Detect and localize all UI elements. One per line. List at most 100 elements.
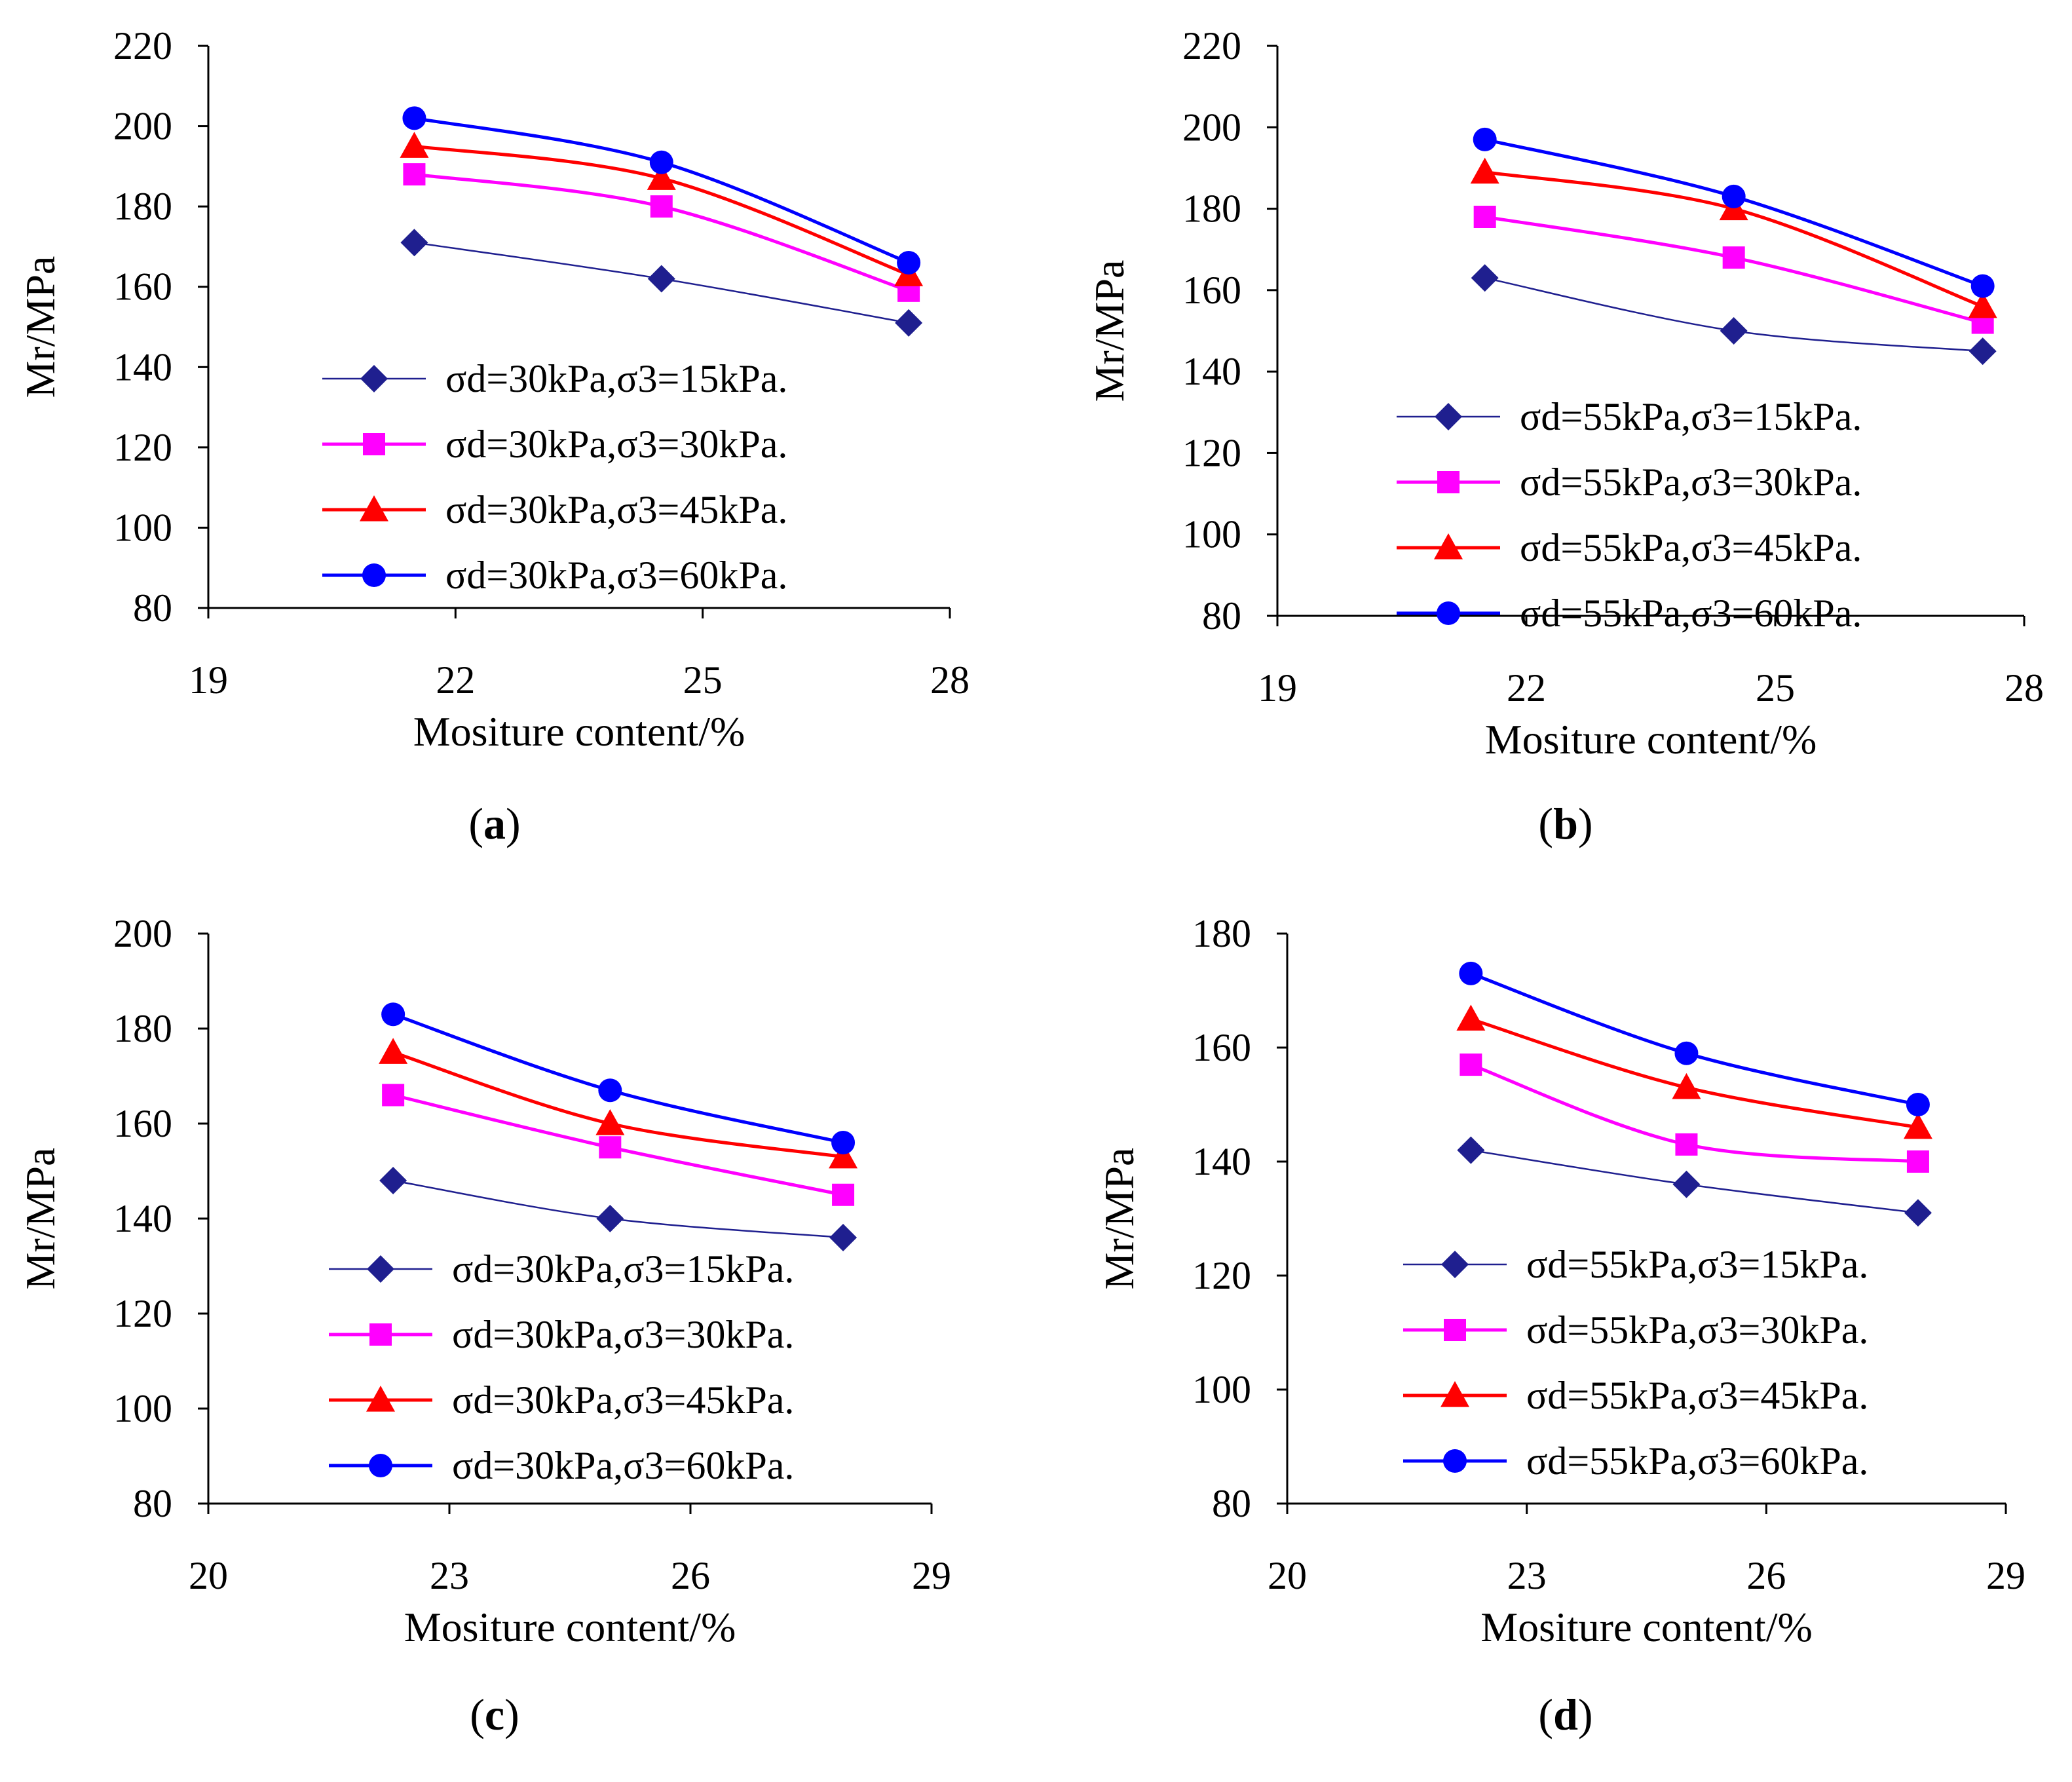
- legend-label-s15: σd=30kPa,σ3=15kPa.: [452, 1247, 794, 1291]
- panel-label: (b): [1538, 799, 1592, 848]
- data-point-s15: [596, 1205, 624, 1232]
- y-tick-label: 120: [113, 426, 172, 469]
- legend-label-s45: σd=30kPa,σ3=45kPa.: [445, 488, 787, 531]
- y-tick-label: 180: [113, 1007, 172, 1050]
- data-point-s60: [1674, 1041, 1699, 1065]
- x-tick-label: 23: [430, 1554, 469, 1597]
- chart-panel-d: 80 100 120 140 160 180 20 23 26 29 Mositure conten…: [1096, 912, 2025, 1739]
- data-point-s30: [1460, 1053, 1482, 1076]
- data-point-s30: [650, 195, 673, 218]
- y-tick-label: 80: [1212, 1482, 1251, 1525]
- data-point-s60: [381, 1002, 405, 1027]
- series-line-s15: [392, 1179, 844, 1239]
- y-axis-title: Mr/MPa: [1086, 260, 1133, 402]
- data-point-s15: [895, 309, 923, 337]
- y-tick-label: 180: [1182, 187, 1241, 231]
- y-tick-label: 100: [1192, 1368, 1251, 1411]
- data-point-s60: [402, 106, 426, 130]
- legend: σd=30kPa,σ3=15kPa. σd=30kPa,σ3=30kPa. σd=3…: [329, 1247, 794, 1487]
- legend-label-s60: σd=55kPa,σ3=60kPa.: [1526, 1439, 1868, 1483]
- y-tick-label: 100: [113, 1387, 172, 1430]
- legend-label-s45: σd=55kPa,σ3=45kPa.: [1520, 526, 1862, 569]
- x-tick-label: 25: [1756, 666, 1795, 710]
- legend-label-s30: σd=55kPa,σ3=30kPa.: [1526, 1308, 1868, 1352]
- y-tick-label: 160: [1192, 1026, 1251, 1069]
- data-point-s15: [1720, 317, 1748, 345]
- legend-marker-s60: [1443, 1449, 1467, 1473]
- data-point-s45: [400, 132, 429, 158]
- series-line-s60: [414, 116, 910, 265]
- legend-marker-s45: [1434, 533, 1463, 559]
- y-tick-label: 140: [113, 1197, 172, 1240]
- y-tick-label: 80: [1202, 594, 1241, 637]
- data-point-s45: [379, 1038, 408, 1064]
- data-point-s15: [379, 1167, 407, 1194]
- y-axis-title: Mr/MPa: [17, 256, 64, 398]
- legend-marker-s15: [1441, 1251, 1469, 1278]
- data-point-s60: [831, 1131, 856, 1154]
- x-tick-label: 29: [912, 1554, 951, 1597]
- x-tick-label: 26: [1746, 1554, 1786, 1597]
- legend: σd=55kPa,σ3=15kPa. σd=55kPa,σ3=30kPa. σd=5…: [1397, 395, 1862, 635]
- y-tick-label: 160: [113, 265, 172, 309]
- data-point-s60: [598, 1078, 622, 1103]
- legend-label-s30: σd=55kPa,σ3=30kPa.: [1520, 461, 1862, 504]
- x-axis-title: Mositure content/%: [404, 1604, 736, 1650]
- y-tick-label: 220: [1182, 24, 1241, 67]
- legend-label-s30: σd=30kPa,σ3=30kPa.: [452, 1313, 794, 1356]
- data-point-s45: [595, 1109, 625, 1135]
- panel-label: (c): [470, 1690, 519, 1739]
- legend-label-s15: σd=55kPa,σ3=15kPa.: [1520, 395, 1862, 438]
- legend-marker-s15: [1435, 403, 1462, 430]
- data-point-s45: [1456, 1004, 1486, 1031]
- data-point-s15: [400, 229, 428, 257]
- series-line-s45: [1470, 1017, 1919, 1129]
- data-point-s15: [1672, 1170, 1701, 1198]
- legend-label-s45: σd=30kPa,σ3=45kPa.: [452, 1378, 794, 1422]
- data-point-s60: [1459, 961, 1483, 985]
- data-point-s15: [1457, 1136, 1485, 1164]
- data-point-s30: [599, 1136, 622, 1159]
- y-tick-label: 140: [113, 345, 172, 389]
- chart-panel-b: 80 100 120 140 160 180 200 220 19 22 25 28 Mositure …: [1086, 24, 2044, 848]
- x-axis-title: Mositure content/%: [1485, 716, 1817, 763]
- panel-label: (a): [468, 799, 520, 848]
- legend-marker-s15: [367, 1255, 394, 1283]
- legend-marker-s60: [1437, 601, 1460, 625]
- data-point-s45: [1672, 1072, 1701, 1099]
- legend-label-s15: σd=30kPa,σ3=15kPa.: [445, 357, 787, 400]
- y-tick-label: 140: [1192, 1140, 1251, 1183]
- x-axis-title: Mositure content/%: [1480, 1604, 1813, 1650]
- data-point-s45: [647, 164, 676, 190]
- x-tick-label: 22: [436, 658, 475, 702]
- x-tick-label: 26: [671, 1554, 710, 1597]
- y-axis-title: Mr/MPa: [17, 1148, 64, 1290]
- legend-label-s60: σd=30kPa,σ3=60kPa.: [452, 1444, 794, 1487]
- y-tick-label: 140: [1182, 350, 1241, 393]
- y-tick-label: 180: [113, 185, 172, 228]
- data-point-s60: [1473, 127, 1497, 151]
- series-line-s60: [1470, 972, 1919, 1107]
- legend-marker-s45: [1441, 1381, 1469, 1407]
- series-line-s30: [1484, 215, 1984, 324]
- data-point-s15: [647, 265, 675, 293]
- chart-panel-a: 80 100 120 140 160 180 200 220 19 22 25 28 Mositure …: [17, 24, 970, 848]
- legend-marker-s45: [360, 495, 388, 521]
- series-line-s60: [392, 1012, 844, 1145]
- data-point-s30: [403, 163, 426, 186]
- legend-label-s45: σd=55kPa,σ3=45kPa.: [1526, 1374, 1868, 1417]
- legend-marker-s30: [369, 1323, 392, 1346]
- x-tick-label: 20: [1268, 1554, 1307, 1597]
- y-tick-label: 200: [113, 912, 172, 955]
- legend: σd=55kPa,σ3=15kPa. σd=55kPa,σ3=30kPa. σd=5…: [1403, 1243, 1868, 1483]
- data-point-s60: [1970, 274, 1995, 298]
- legend-label-s30: σd=30kPa,σ3=30kPa.: [445, 423, 787, 466]
- legend-label-s15: σd=55kPa,σ3=15kPa.: [1526, 1243, 1868, 1286]
- data-point-s30: [382, 1084, 405, 1107]
- y-tick-label: 120: [1182, 431, 1241, 474]
- data-point-s15: [1904, 1199, 1932, 1227]
- data-point-s15: [829, 1224, 857, 1251]
- data-point-s30: [1473, 206, 1496, 228]
- x-tick-label: 19: [1258, 666, 1297, 710]
